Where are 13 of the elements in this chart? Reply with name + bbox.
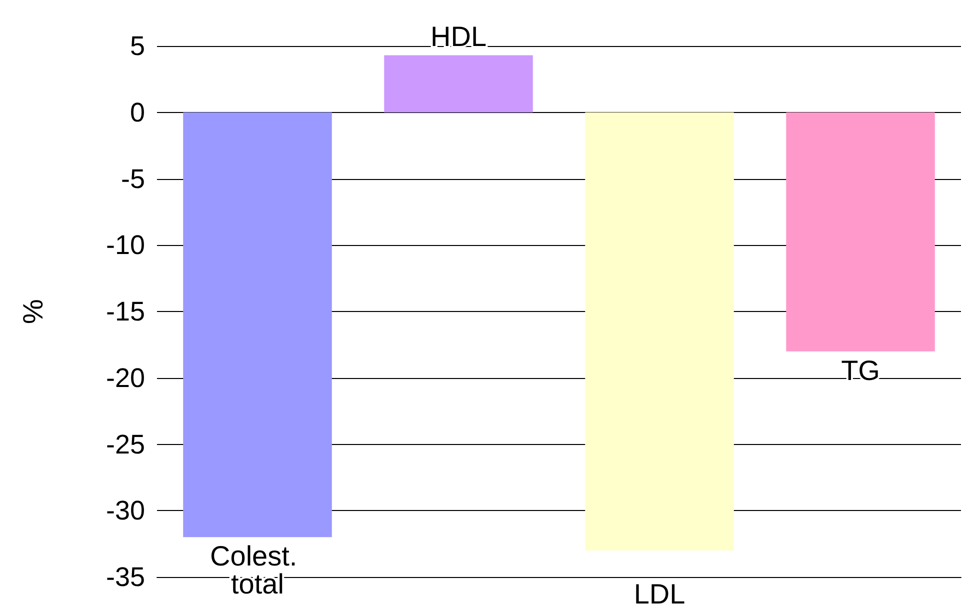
y-tick-label: -20 <box>106 362 145 393</box>
x-tick-label: Colest. total <box>210 540 305 600</box>
y-tick-label: 5 <box>130 31 145 61</box>
y-tick-label: -30 <box>106 496 145 526</box>
y-tick-label: -25 <box>106 429 145 460</box>
x-tick-label: HDL <box>430 20 487 52</box>
x-tick-label: LDL <box>634 578 686 608</box>
y-tick-label: -5 <box>120 164 145 194</box>
y-tick-label: -15 <box>106 296 145 326</box>
y-tick-label: -10 <box>106 230 145 260</box>
y-axis-title: % <box>18 299 48 324</box>
y-tick-label: 0 <box>130 97 145 128</box>
y-tick-label: -35 <box>106 562 145 592</box>
